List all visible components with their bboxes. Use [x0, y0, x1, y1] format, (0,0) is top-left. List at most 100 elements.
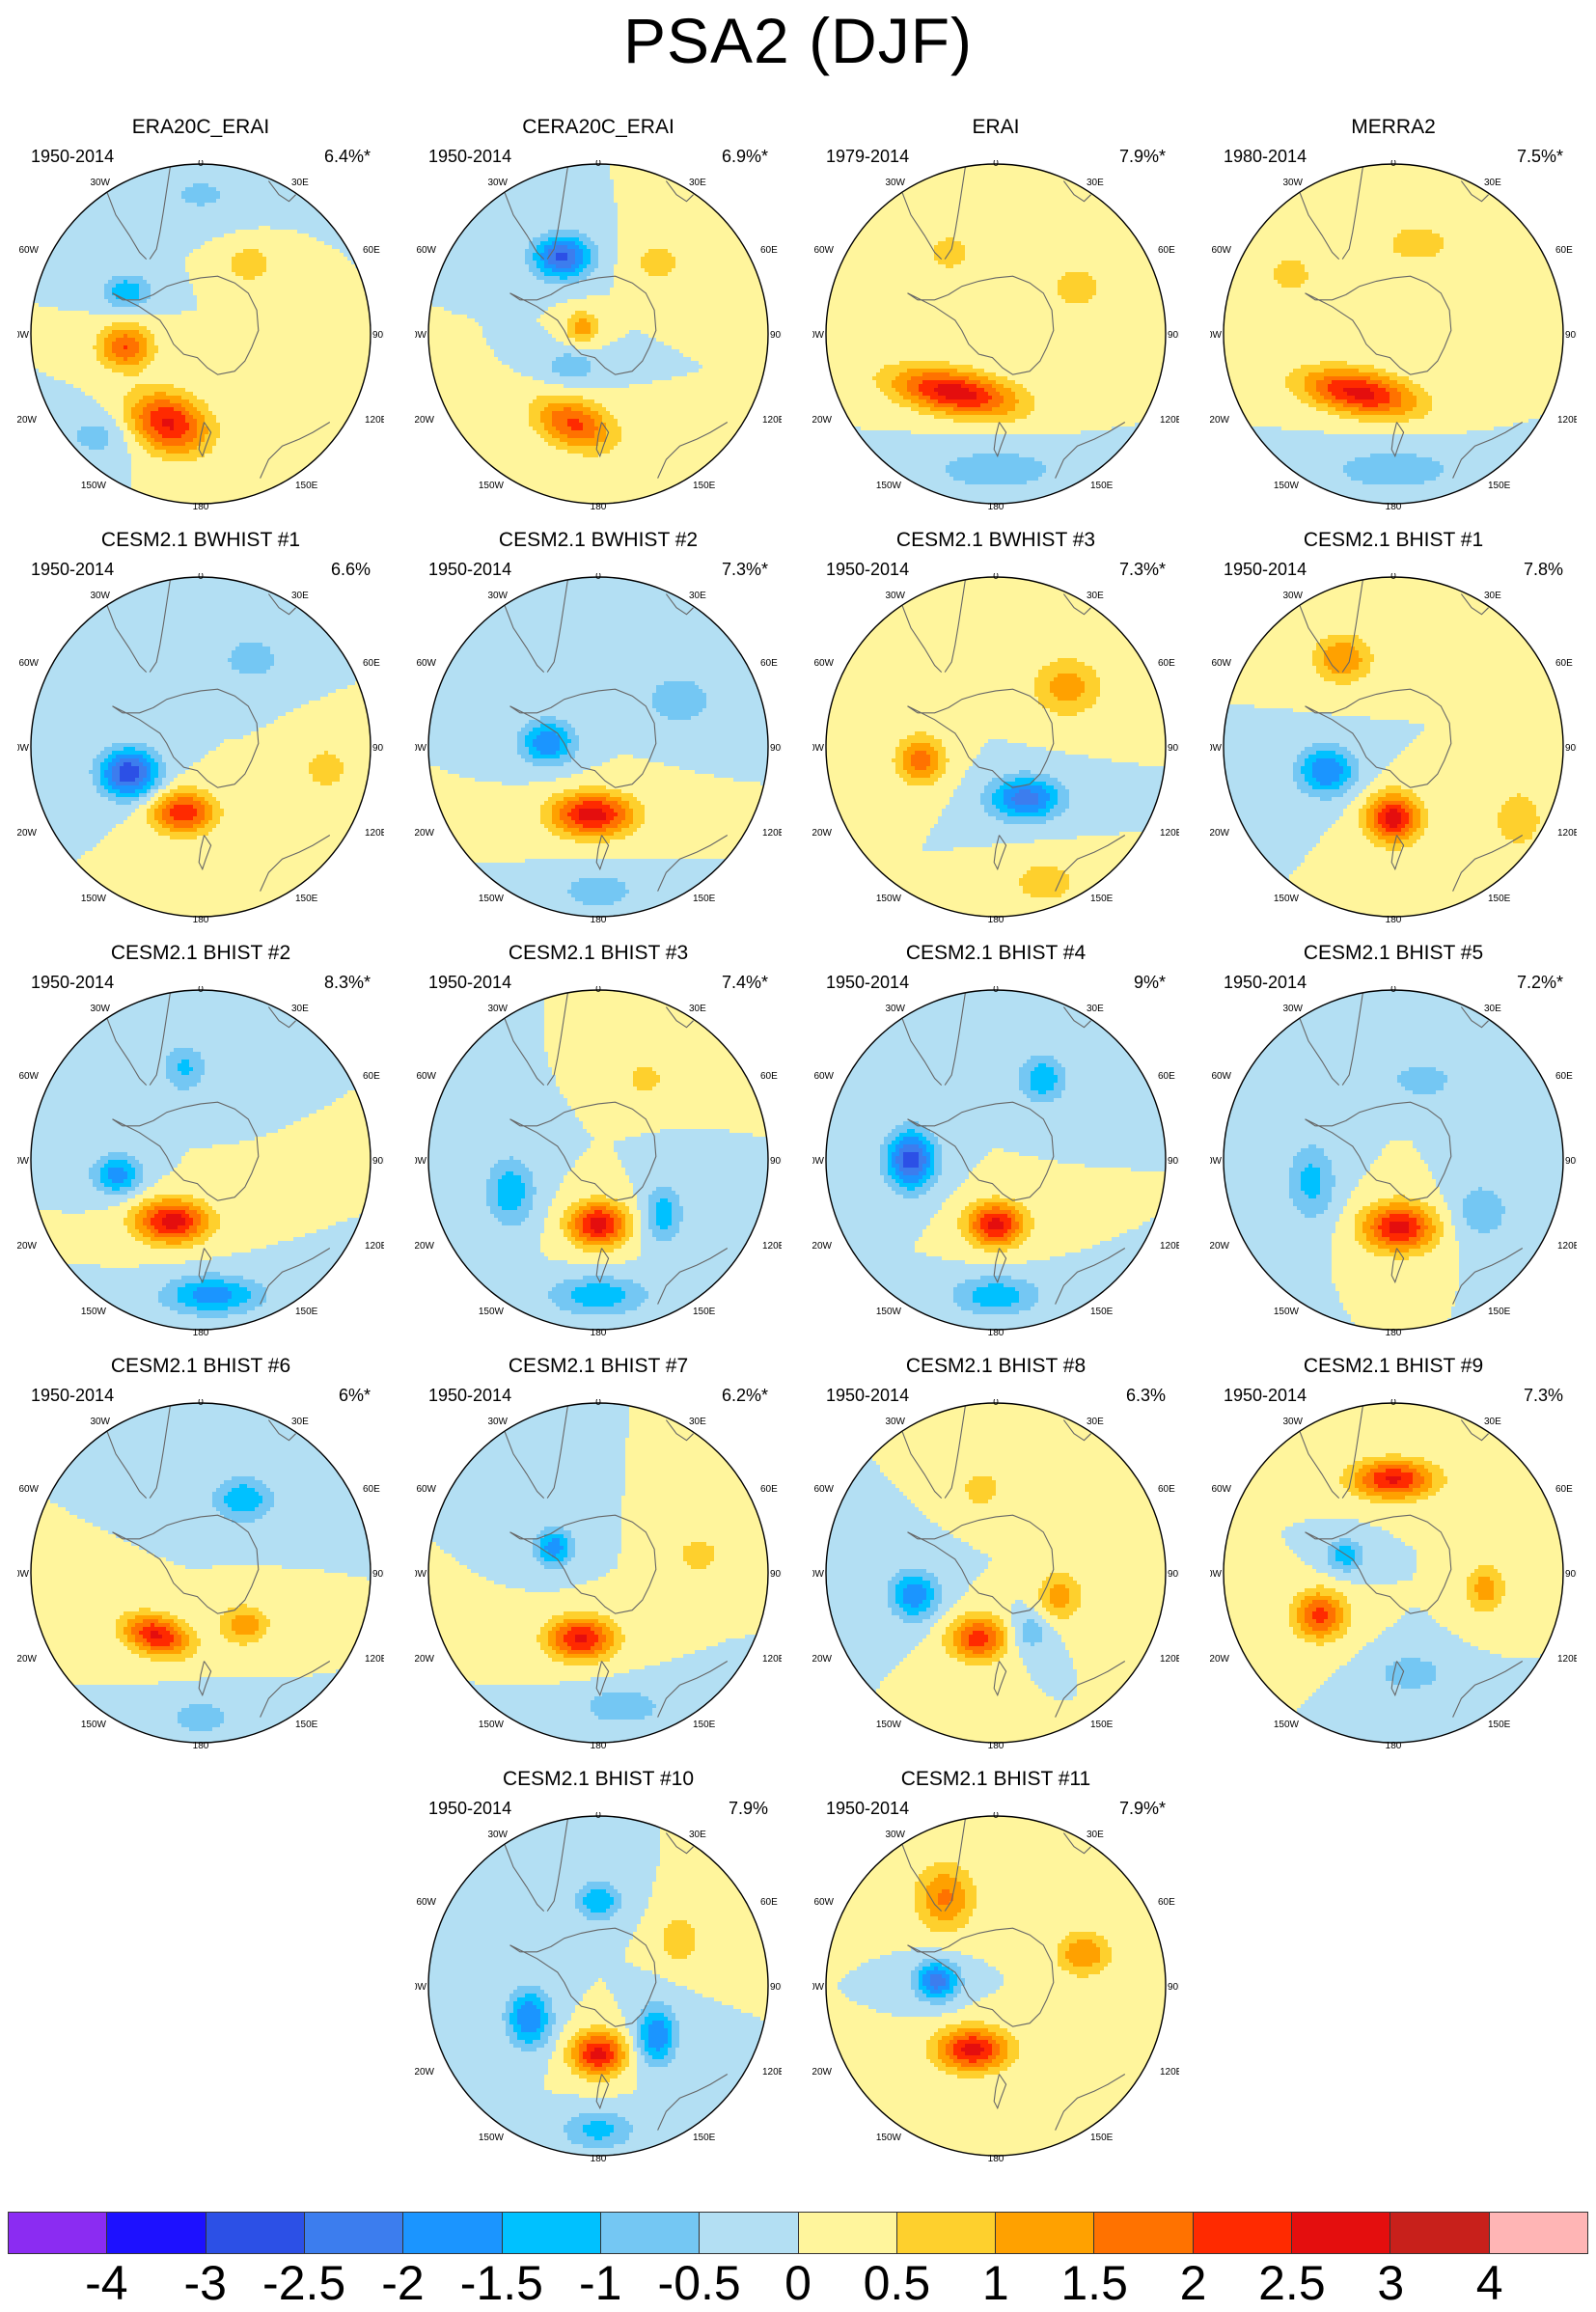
field-cell	[1023, 1202, 1166, 1207]
longitude-label: 120W	[17, 1241, 38, 1252]
field-cell	[907, 735, 935, 740]
field-cell	[428, 1152, 584, 1157]
field-cell	[826, 326, 1166, 331]
field-cell	[178, 1164, 371, 1169]
field-cell	[154, 747, 217, 752]
field-cell	[178, 1631, 186, 1636]
field-cell	[1390, 384, 1406, 389]
field-cell	[428, 1040, 545, 1045]
field-cell	[428, 1098, 568, 1103]
field-cell	[31, 1442, 371, 1446]
field-cell	[1293, 369, 1325, 373]
field-cell	[1444, 1083, 1563, 1087]
longitude-label: 30E	[291, 591, 309, 601]
map-border	[30, 1402, 371, 1744]
field-cell	[826, 318, 1166, 323]
field-cell	[1224, 253, 1402, 258]
field-cell	[124, 1168, 136, 1172]
field-cell	[575, 338, 592, 343]
field-cell	[262, 1635, 371, 1639]
field-cell	[826, 1171, 881, 1176]
field-cell	[1424, 801, 1506, 806]
field-cell	[625, 836, 768, 840]
field-cell	[235, 253, 263, 258]
field-cell	[571, 315, 595, 319]
field-cell	[428, 1229, 545, 1234]
africa-coastline	[267, 1419, 296, 1442]
field-cell	[428, 392, 768, 397]
field-cell	[189, 766, 310, 771]
field-cell	[977, 1229, 985, 1234]
field-cell	[428, 874, 768, 879]
field-cell	[31, 1295, 159, 1300]
field-cell	[31, 1114, 310, 1118]
field-cell	[344, 1094, 371, 1099]
field-cell	[1343, 403, 1363, 408]
longitude-label: 180	[1386, 502, 1402, 509]
field-cell	[583, 1125, 768, 1130]
field-cell	[428, 222, 619, 227]
field-cell	[1374, 392, 1390, 397]
field-cell	[151, 434, 163, 439]
field-cell	[1428, 392, 1563, 397]
field-cell	[587, 1148, 615, 1153]
field-cell	[946, 747, 981, 752]
field-cell	[506, 1584, 576, 1589]
field-cell	[166, 1214, 182, 1219]
field-cell	[31, 1002, 371, 1006]
field-cell	[579, 318, 588, 323]
field-cell	[560, 836, 626, 840]
field-cell	[973, 1245, 1020, 1250]
field-cell	[181, 434, 198, 439]
field-cell	[85, 392, 128, 397]
field-cell	[556, 446, 615, 451]
field-cell	[977, 1218, 981, 1223]
panel-variance-percent: 7.8%	[1523, 560, 1563, 579]
field-cell	[1432, 399, 1563, 404]
field-cell	[170, 812, 198, 817]
field-cell	[533, 739, 561, 744]
field-cell	[1370, 839, 1387, 844]
field-cell	[679, 349, 768, 354]
field-cell	[143, 1627, 167, 1632]
field-cell	[1301, 1183, 1321, 1188]
field-cell	[575, 1218, 584, 1223]
field-cell	[544, 1013, 768, 1018]
field-cell	[826, 1117, 1166, 1122]
field-cell	[610, 288, 768, 292]
field-cell	[903, 1121, 920, 1126]
field-cell	[216, 1488, 233, 1493]
field-cell	[31, 1198, 128, 1203]
field-cell	[1038, 1156, 1166, 1161]
field-cell	[62, 1210, 86, 1215]
field-cell	[428, 307, 445, 312]
field-cell	[1401, 839, 1417, 844]
field-cell	[564, 384, 630, 389]
field-cell	[170, 399, 190, 404]
field-cell	[212, 1233, 306, 1238]
field-cell	[181, 1650, 198, 1655]
field-cell	[1332, 392, 1348, 397]
field-cell	[1224, 847, 1313, 852]
field-cell	[108, 789, 121, 794]
field-cell	[571, 353, 684, 358]
field-cell	[428, 1461, 626, 1466]
field-cell	[428, 1252, 545, 1257]
field-cell	[31, 1480, 225, 1485]
field-cell	[618, 234, 768, 238]
field-cell	[428, 1256, 549, 1261]
field-cell	[151, 1229, 159, 1234]
field-cell	[135, 1638, 148, 1643]
field-cell	[826, 272, 1066, 277]
field-cell	[583, 1276, 615, 1280]
field-cell	[143, 1175, 163, 1180]
field-cell	[189, 423, 198, 427]
map-border	[825, 576, 1167, 918]
field-cell	[969, 388, 985, 393]
field-cell	[31, 392, 86, 397]
field-cell	[428, 1079, 557, 1084]
field-cell	[826, 1326, 1166, 1330]
field-cell	[911, 774, 931, 779]
field-cell	[625, 1442, 768, 1446]
field-cell	[706, 693, 768, 698]
